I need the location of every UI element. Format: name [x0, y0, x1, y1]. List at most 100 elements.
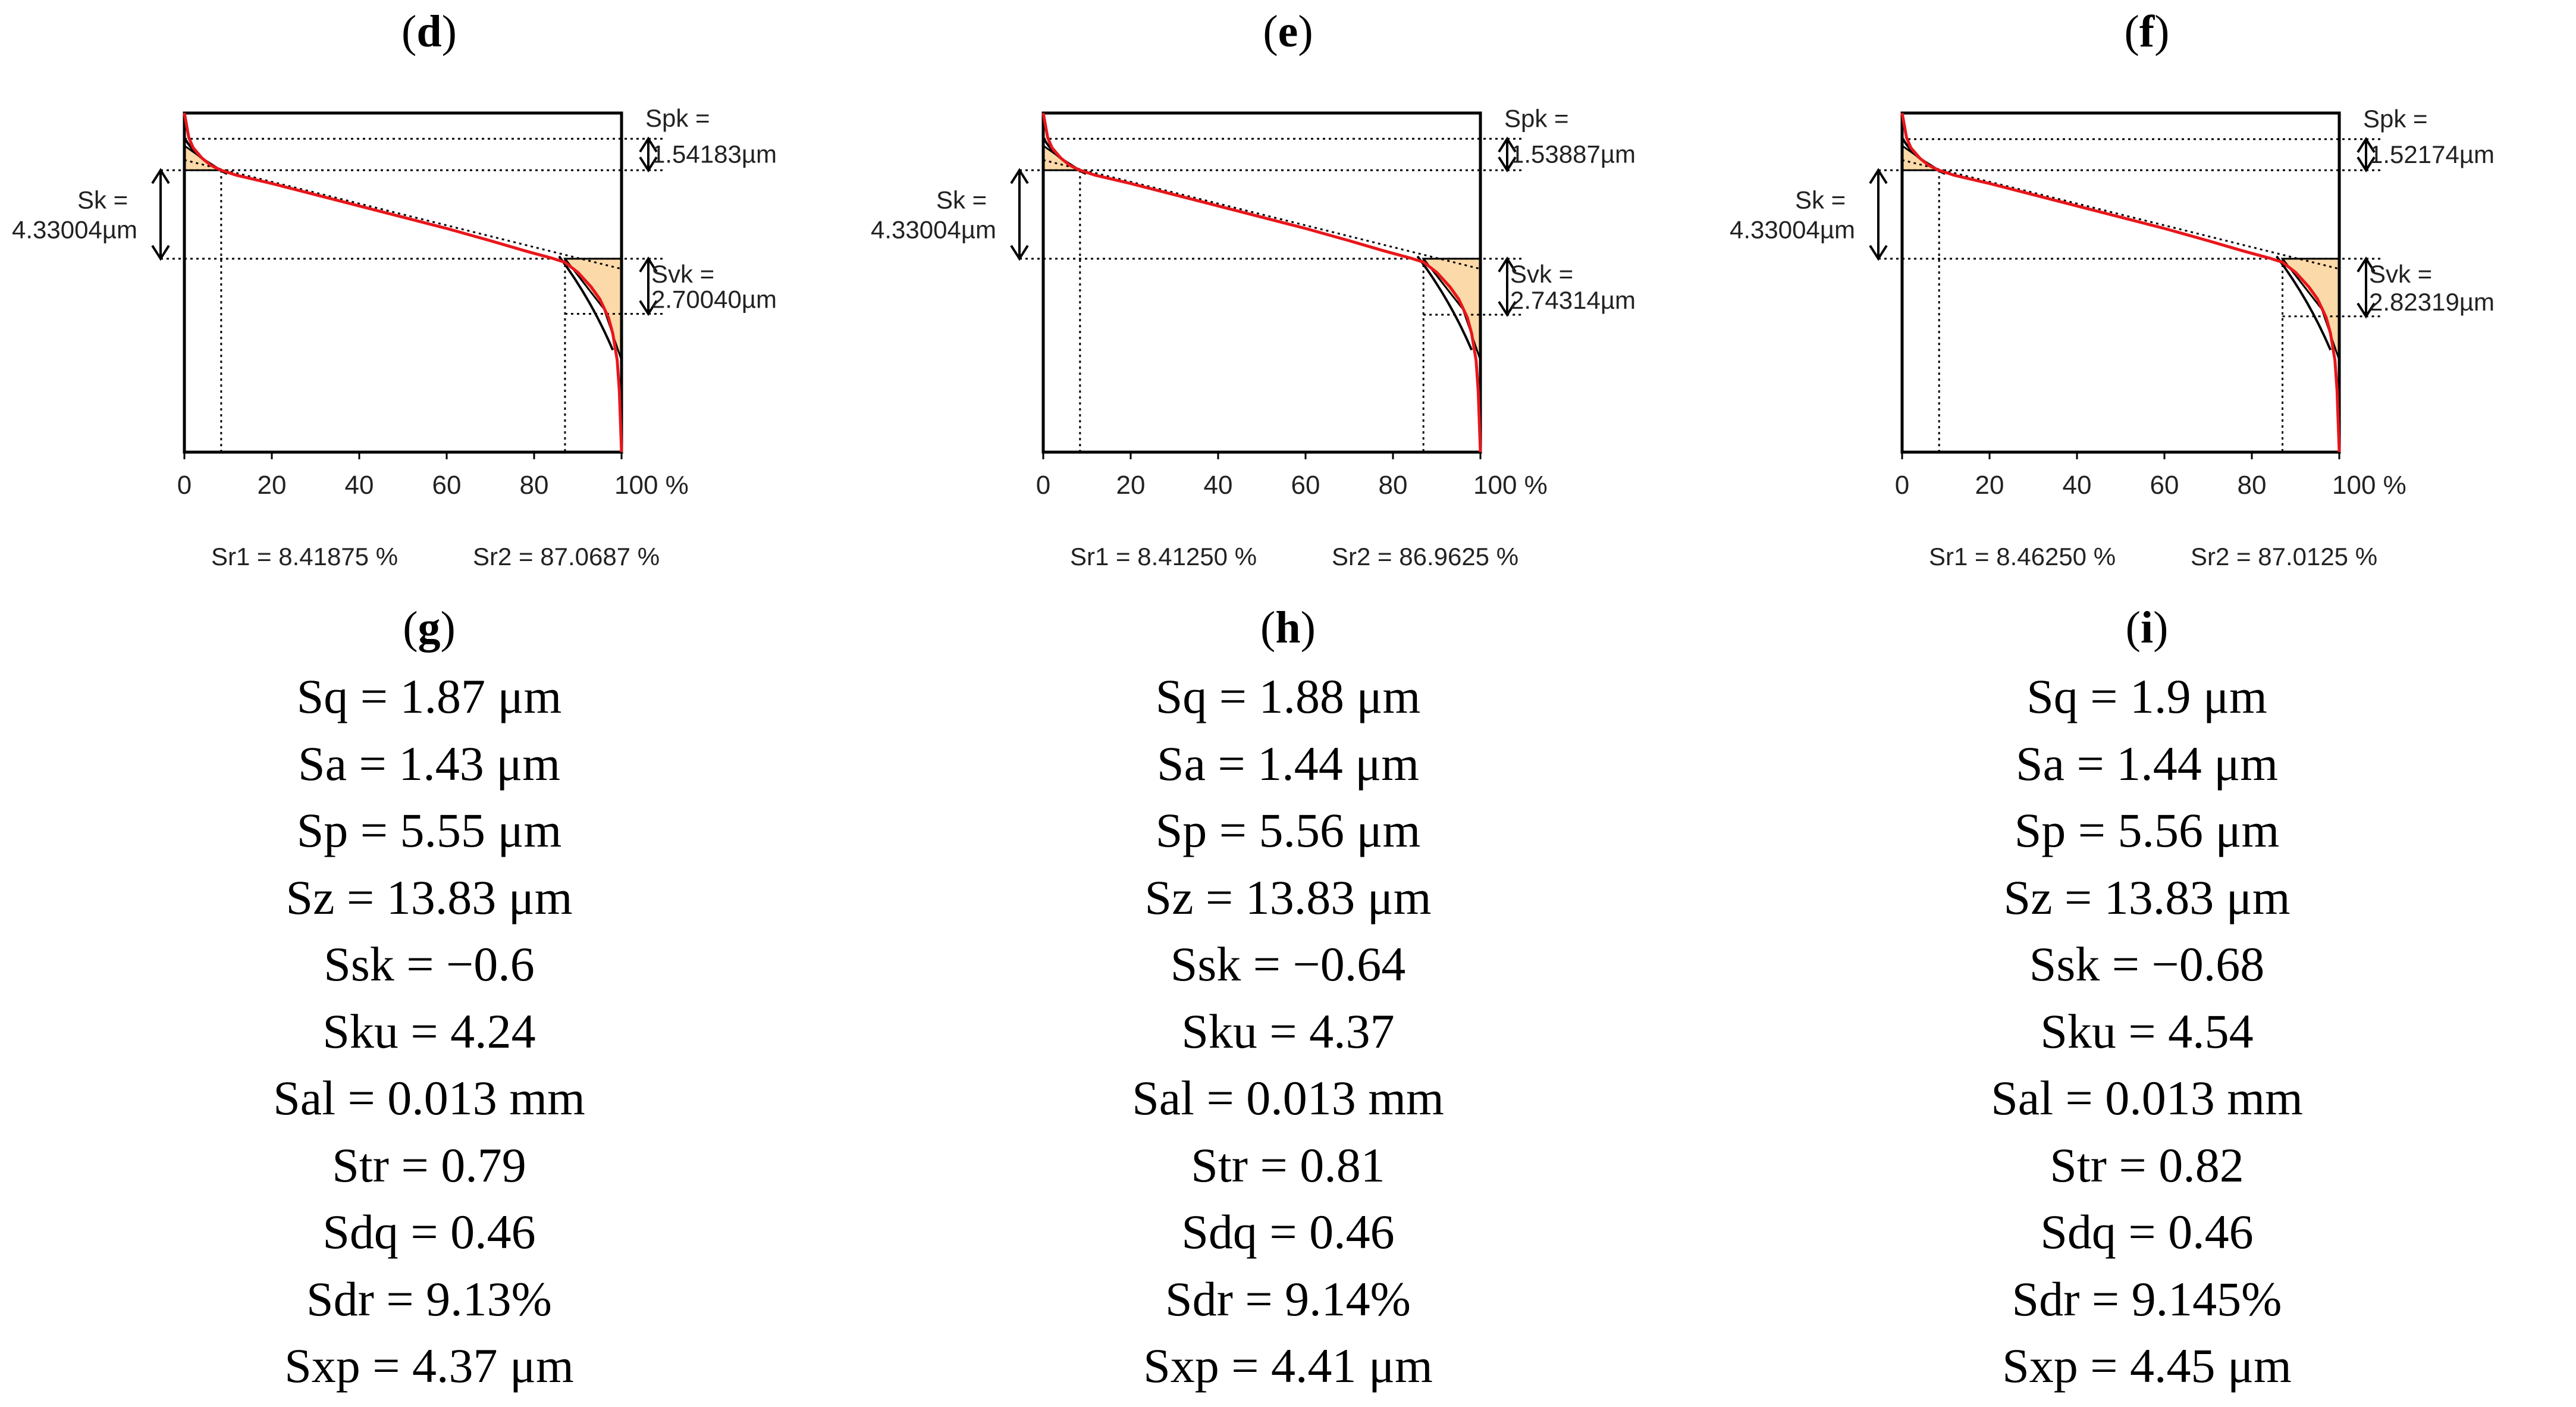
sk-value: 4.33004µm	[12, 215, 137, 243]
x-tick-label-40: 40	[1204, 471, 1233, 500]
spk-arrow-head-bottom	[639, 156, 658, 173]
sr2-text: Sr2 = 86.9625 %	[1332, 543, 1518, 571]
svk-arrow-head-bottom	[639, 300, 658, 317]
svk-arrow	[639, 256, 658, 317]
sk-arrow	[1869, 168, 1888, 261]
svk-label: Svk =	[1510, 260, 1573, 288]
param-sku: Sku = 4.54	[2040, 1004, 2254, 1058]
panel-column-d-g: (d) 0 20 40 60 80 100 % Sk = 4.33004µm Spk = 1.54…	[0, 0, 858, 1407]
x-tick-label-0: 0	[1036, 471, 1050, 500]
equivalent-line	[1043, 159, 1481, 270]
x-tick-label-0: 0	[177, 471, 192, 500]
equivalent-line	[184, 159, 622, 270]
sk-value: 4.33004µm	[871, 215, 996, 243]
param-sa: Sa = 1.44 μm	[1157, 736, 1419, 791]
spk-arrow	[1498, 136, 1517, 173]
material-ratio-chart-e: 0 20 40 60 80 100 % Sk = 4.33004µm Spk = 1.53887µ…	[859, 89, 1717, 613]
chart-svg: 0 20 40 60 80 100 % Sk =4.33004µm Spk = 1.53887µ…	[871, 104, 1636, 571]
spk-label: Spk =	[645, 104, 710, 132]
x-tick-label-100: 100 %	[1473, 471, 1548, 500]
param-sal: Sal = 0.013 mm	[1991, 1071, 2303, 1125]
material-ratio-chart-f: 0 20 40 60 80 100 % Sk = 4.33004µm Spk = 1.52174µ…	[1718, 89, 2576, 613]
param-sal: Sal = 0.013 mm	[1132, 1071, 1444, 1125]
param-sxp: Sxp = 4.37 μm	[284, 1339, 574, 1393]
panel-column-e-h: (e) 0 20 40 60 80 100 % Sk = 4.33004µm Spk = 1.53…	[859, 0, 1717, 1407]
sr1-text: Sr1 = 8.41875 %	[211, 543, 398, 571]
spk-arrow-head-bottom	[2357, 156, 2376, 173]
sk-arrow-head-bottom	[1010, 245, 1029, 261]
sr1-text: Sr1 = 8.41250 %	[1070, 543, 1257, 571]
sk-arrow	[1010, 168, 1029, 261]
svk-label: Svk =	[2369, 260, 2432, 288]
svk-value: 2.70040µm	[651, 286, 777, 314]
spk-arrow-head-top	[639, 136, 658, 153]
x-tick-label-80: 80	[1379, 471, 1408, 500]
param-sz: Sz = 13.83 μm	[1144, 870, 1432, 925]
param-sa: Sa = 1.43 μm	[298, 736, 560, 791]
param-sxp: Sxp = 4.45 μm	[2002, 1339, 2292, 1393]
param-ssk: Ssk = −0.64	[1170, 937, 1406, 991]
parameter-list-h: Sq = 1.88 μm Sa = 1.44 μm Sp = 5.56 μm S…	[859, 663, 1717, 1400]
sk-arrow-head-top	[1010, 168, 1029, 184]
param-sdq: Sdq = 0.46	[322, 1205, 536, 1259]
param-ssk: Ssk = −0.68	[2029, 937, 2265, 991]
x-tick-label-80: 80	[520, 471, 549, 500]
x-tick-label-20: 20	[1116, 471, 1146, 500]
svk-label: Svk =	[651, 260, 714, 288]
x-tick-label-60: 60	[1291, 471, 1320, 500]
panel-label-e: (e)	[1263, 7, 1313, 57]
svk-arrow-head-bottom	[2357, 302, 2376, 319]
param-sp: Sp = 5.56 μm	[1155, 803, 1421, 857]
param-str: Str = 0.79	[332, 1137, 526, 1192]
sk-arrow	[151, 168, 170, 261]
param-sp: Sp = 5.55 μm	[296, 803, 562, 857]
x-tick-label-100: 100 %	[614, 471, 689, 500]
svk-arrow	[1498, 256, 1517, 317]
material-ratio-curve	[1041, 112, 1482, 453]
valley-approx-curve	[2275, 255, 2332, 351]
panel-label-f: (f)	[2124, 7, 2170, 57]
spk-label: Spk =	[1504, 104, 1569, 132]
parameter-list-i: Sq = 1.9 μm Sa = 1.44 μm Sp = 5.56 μm Sz…	[1718, 663, 2576, 1400]
spk-value: 1.52174µm	[2369, 140, 2495, 168]
param-sz: Sz = 13.83 μm	[285, 870, 573, 925]
x-tick-label-40: 40	[2063, 471, 2092, 500]
valley-approx-curve	[558, 255, 614, 351]
panel-column-f-i: (f) 0 20 40 60 80 100 % Sk = 4.33004µm Spk = 1.52…	[1718, 0, 2576, 1407]
param-sq: Sq = 1.87 μm	[296, 669, 562, 723]
spk-arrow	[639, 136, 658, 173]
chart-svg: 0 20 40 60 80 100 % Sk =4.33004µm Spk = 1.54183µ…	[12, 104, 777, 571]
sr2-text: Sr2 = 87.0687 %	[473, 543, 660, 571]
plot-frame	[1041, 111, 1482, 454]
param-sku: Sku = 4.24	[322, 1004, 536, 1058]
x-tick-label-60: 60	[2150, 471, 2179, 500]
sk-arrow-head-bottom	[151, 245, 170, 261]
sk-arrow-head-top	[1869, 168, 1888, 184]
sk-value: 4.33004µm	[1730, 215, 1855, 243]
spk-arrow	[2357, 137, 2376, 173]
equivalent-line	[1902, 159, 2340, 270]
chart-svg: 0 20 40 60 80 100 % Sk =4.33004µm Spk = 1.52174µ…	[1730, 105, 2495, 571]
param-ssk: Ssk = −0.6	[324, 937, 535, 991]
sk-label: Sk =	[936, 186, 987, 214]
plot-frame	[1900, 111, 2341, 454]
sr1-text: Sr1 = 8.46250 %	[1929, 543, 2116, 571]
spk-label: Spk =	[2363, 105, 2428, 133]
param-sdr: Sdr = 9.14%	[1165, 1271, 1411, 1326]
sk-label: Sk =	[77, 186, 128, 214]
param-sal: Sal = 0.013 mm	[273, 1071, 585, 1125]
param-sdq: Sdq = 0.46	[2040, 1205, 2254, 1259]
spk-arrow-head-top	[2357, 137, 2376, 153]
sk-arrow-head-top	[151, 168, 170, 184]
sr2-text: Sr2 = 87.0125 %	[2191, 543, 2377, 571]
plot-frame	[183, 111, 623, 454]
svk-arrow-head-top	[639, 256, 658, 272]
svk-value: 2.82319µm	[2369, 288, 2495, 316]
param-sq: Sq = 1.9 μm	[2026, 669, 2267, 723]
param-sq: Sq = 1.88 μm	[1155, 669, 1421, 723]
param-sz: Sz = 13.83 μm	[2003, 870, 2291, 925]
sk-label: Sk =	[1795, 186, 1846, 214]
spk-value: 1.53887µm	[1510, 140, 1636, 168]
x-tick-label-20: 20	[258, 471, 287, 500]
param-sku: Sku = 4.37	[1181, 1004, 1395, 1058]
